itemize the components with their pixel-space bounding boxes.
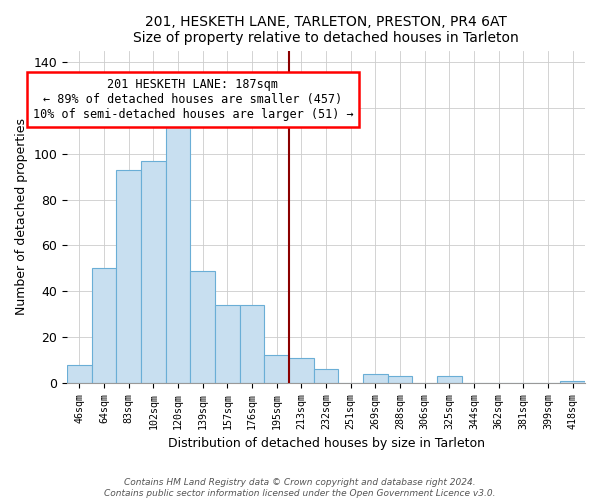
X-axis label: Distribution of detached houses by size in Tarleton: Distribution of detached houses by size … — [167, 437, 485, 450]
Bar — [166, 124, 190, 383]
Bar — [363, 374, 388, 383]
Text: Contains HM Land Registry data © Crown copyright and database right 2024.
Contai: Contains HM Land Registry data © Crown c… — [104, 478, 496, 498]
Bar — [215, 305, 240, 383]
Text: 201 HESKETH LANE: 187sqm
← 89% of detached houses are smaller (457)
10% of semi-: 201 HESKETH LANE: 187sqm ← 89% of detach… — [32, 78, 353, 121]
Bar — [190, 270, 215, 383]
Bar — [314, 369, 338, 383]
Title: 201, HESKETH LANE, TARLETON, PRESTON, PR4 6AT
Size of property relative to detac: 201, HESKETH LANE, TARLETON, PRESTON, PR… — [133, 15, 519, 45]
Bar — [437, 376, 462, 383]
Bar — [92, 268, 116, 383]
Bar — [388, 376, 412, 383]
Bar — [116, 170, 141, 383]
Bar — [141, 160, 166, 383]
Bar — [265, 356, 289, 383]
Bar — [560, 380, 585, 383]
Y-axis label: Number of detached properties: Number of detached properties — [15, 118, 28, 315]
Bar — [240, 305, 265, 383]
Bar — [67, 364, 92, 383]
Bar — [289, 358, 314, 383]
